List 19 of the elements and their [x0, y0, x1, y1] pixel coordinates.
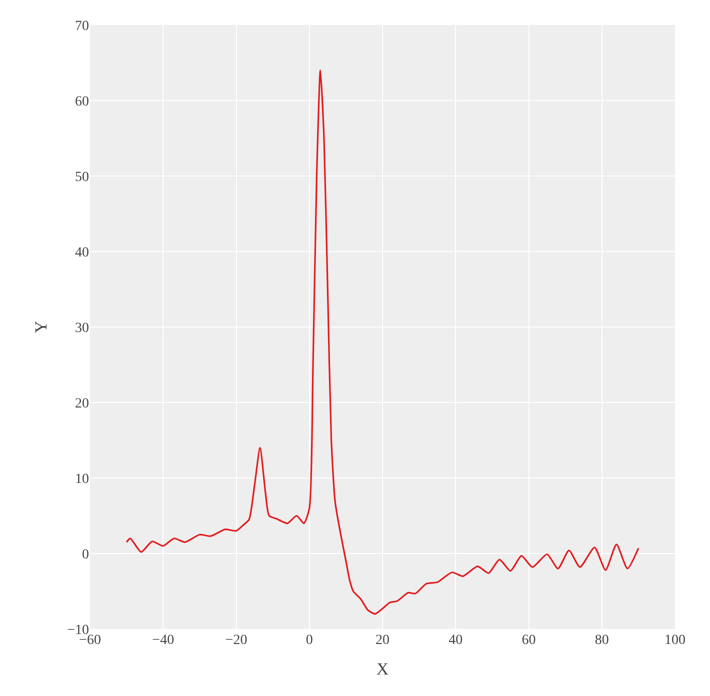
x-tick-label: 0: [306, 633, 313, 648]
y-tick-label: 0: [82, 547, 89, 562]
y-axis-title: Y: [32, 320, 51, 334]
x-tick-label: −20: [225, 633, 248, 648]
y-tick-label: 50: [75, 170, 89, 185]
y-tick-label: 70: [75, 18, 89, 34]
x-tick-label: 100: [664, 633, 686, 648]
y-tick-label: 10: [75, 472, 89, 487]
y-tick-label: 20: [75, 396, 89, 412]
x-tick-label: 60: [522, 633, 536, 648]
line-series: [126, 70, 640, 615]
y-tick-label: 40: [75, 245, 89, 260]
y-tick-label: 60: [75, 94, 89, 110]
x-tick-label: 40: [448, 633, 463, 648]
x-tick-label: 20: [376, 633, 390, 648]
x-tick-label: 80: [594, 633, 609, 648]
x-tick-label: −40: [152, 633, 174, 648]
x-axis-title: X: [376, 659, 389, 678]
y-tick-label: 30: [75, 320, 89, 336]
